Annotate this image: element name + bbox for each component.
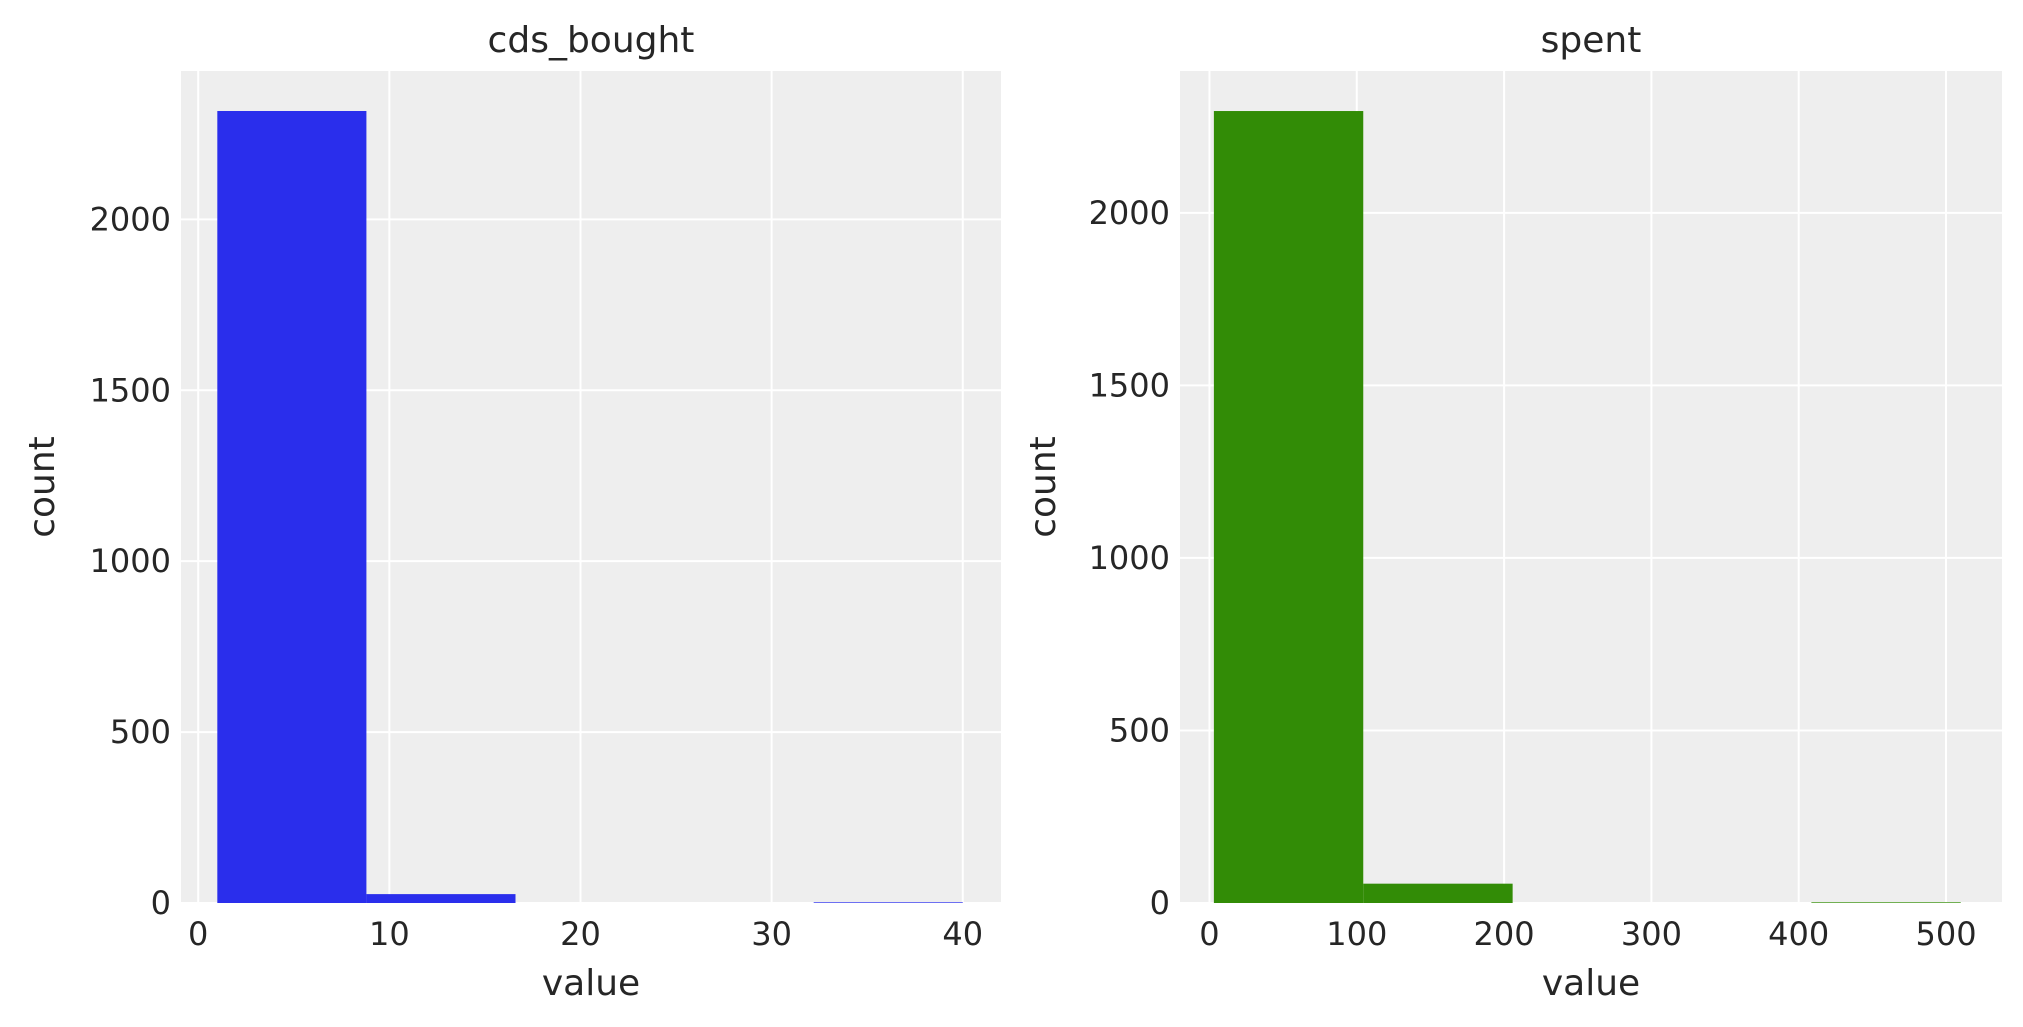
x-tick-label: 30 (751, 915, 792, 953)
y-tick-label: 500 (110, 713, 171, 751)
y-tick-label: 500 (1109, 711, 1170, 749)
y-tick-label: 2000 (90, 200, 171, 238)
chart-title: cds_bought (488, 20, 695, 61)
x-tick-label: 10 (369, 915, 410, 953)
histogram-bar (366, 894, 516, 903)
x-tick-label: 300 (1621, 915, 1682, 953)
histogram-bar (1811, 902, 1961, 903)
histogram-bar (813, 902, 963, 903)
y-axis-label: count (22, 436, 63, 538)
plot-area (1180, 71, 2002, 904)
x-tick-label: 100 (1326, 915, 1387, 953)
x-tick-label: 40 (942, 915, 983, 953)
y-tick-label: 1000 (1089, 539, 1170, 577)
y-tick-label: 0 (1150, 884, 1170, 922)
x-tick-label: 20 (560, 915, 601, 953)
y-tick-label: 1500 (1089, 366, 1170, 404)
y-tick-label: 0 (151, 884, 171, 922)
x-tick-label: 400 (1768, 915, 1829, 953)
y-tick-label: 1000 (90, 542, 171, 580)
histogram-spent: spent value count 0 100 200 300 400 500 0 500 10… (1023, 20, 2002, 1004)
x-tick-label: 0 (1199, 915, 1219, 953)
x-axis-label: value (1542, 963, 1640, 1004)
histogram-bar (1213, 111, 1364, 904)
y-tick-label: 2000 (1089, 194, 1170, 232)
histogram-cds-bought: cds_bought value count 0 10 20 30 40 0 500 1000… (22, 20, 1001, 1004)
x-tick-label: 200 (1474, 915, 1535, 953)
plot-area (181, 71, 1001, 904)
y-axis-label: count (1023, 436, 1064, 538)
x-tick-label: 0 (188, 915, 208, 953)
chart-title: spent (1541, 20, 1642, 61)
x-tick-label: 500 (1915, 915, 1976, 953)
x-axis-label: value (542, 963, 640, 1004)
y-tick-label: 1500 (90, 371, 171, 409)
histogram-bar (1363, 883, 1513, 903)
histogram-bar (217, 110, 367, 904)
